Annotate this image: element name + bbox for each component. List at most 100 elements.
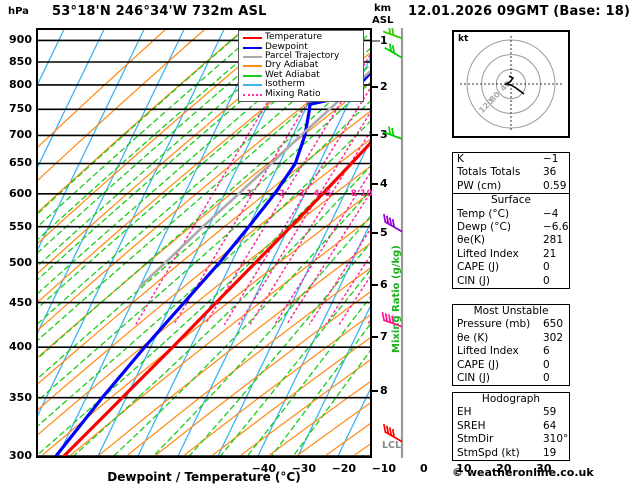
index-row: CIN (J) 0 [453, 275, 569, 288]
index-row: EH 59 [453, 406, 569, 419]
temperature-tick-label: 10 [456, 462, 472, 475]
mixing-ratio-line [238, 111, 370, 325]
index-key: Dewp (°C) [457, 220, 511, 233]
isotherm-line [297, 305, 370, 456]
height-tick-mark [372, 232, 378, 235]
dry-adiabat-line [127, 267, 370, 456]
dry-adiabat-line [99, 243, 370, 456]
height-tick-mark [372, 133, 378, 136]
height-tick-label: 4 [380, 176, 388, 190]
legend-item-label: Temperature [265, 32, 323, 43]
wet-adiabat-line [38, 30, 245, 215]
stability-indices-table: K −1 Totals Totals 36 PW (cm) 0.59 Surface Temp… [452, 152, 570, 289]
index-row: θe (K) 302 [453, 332, 569, 345]
height-tick-label: 8 [380, 384, 388, 398]
profile-parcel-trajectory-line [138, 69, 370, 288]
pressure-tick-label: 400 [9, 340, 32, 354]
temperature-tick-label: 20 [496, 462, 512, 475]
forecast-datetime: 12.01.2026 09GMT (Base: 18) [408, 4, 629, 19]
profile-dewpoint-line [54, 70, 370, 456]
legend-swatch-temperature-icon [242, 33, 263, 42]
legend-swatch-parcel-trajectory-icon [242, 52, 263, 61]
legend-swatch-isotherm-icon [242, 80, 263, 89]
mixing-ratio-value-label: 3 [298, 188, 305, 199]
index-value: 0 [543, 371, 550, 384]
legend-swatch-mixing-ratio-icon [242, 90, 263, 99]
index-row: Pressure (mb) 650 [453, 318, 569, 331]
station-title: 53°18'N 246°34'W 732m ASL [52, 4, 267, 19]
lcl-tick-mark [372, 39, 380, 42]
index-key: CAPE (J) [457, 261, 500, 274]
legend-item: Wet Adiabat [242, 70, 360, 80]
wind-barb [382, 28, 403, 40]
index-row: Temp (°C) −4 [453, 208, 569, 221]
index-row: CAPE (J) 0 [453, 261, 569, 274]
height-tick-mark [372, 390, 378, 393]
index-value: 302 [543, 331, 564, 344]
index-key: Totals Totals [457, 166, 521, 179]
legend-item-label: Mixing Ratio [265, 88, 321, 99]
index-row: CIN (J) 0 [453, 372, 569, 385]
temperature-tick-label: 30 [536, 462, 552, 475]
index-value: 0 [543, 261, 550, 274]
dry-adiabat-line [212, 337, 370, 456]
dry-adiabat-line [38, 82, 370, 359]
height-tick-label: 2 [380, 80, 388, 94]
index-key: θe (K) [457, 331, 489, 344]
index-value: 650 [543, 318, 564, 331]
index-key: StmDir [457, 433, 494, 446]
index-key: Pressure (mb) [457, 318, 531, 331]
hodograph-stats-table: Hodograph EH 59 SREH 64 StmDir 310° StmSpd (kt)… [452, 392, 570, 461]
wind-barb [383, 213, 403, 233]
legend-item-label: Dry Adiabat [265, 60, 319, 71]
legend-item: Dewpoint [242, 42, 360, 51]
index-key: CIN (J) [457, 274, 490, 287]
mixing-ratio-value-label: 5 [325, 188, 332, 199]
temperature-tick-label: −20 [331, 462, 357, 475]
index-value: 36 [543, 166, 557, 179]
copyright-notice: © weatheronline.co.uk [452, 466, 594, 479]
index-value: −1 [543, 153, 559, 165]
legend-item-label: Parcel Trajectory [265, 50, 340, 61]
pressure-tick-label: 750 [9, 102, 32, 116]
wet-adiabat-line [270, 323, 370, 456]
hodograph-panel[interactable]: 40 80 120 kt [452, 30, 570, 138]
dry-adiabat-line [155, 291, 370, 456]
lcl-marker-label: LCL [382, 440, 402, 451]
index-row: SREH 64 [453, 420, 569, 433]
height-tick-label: 3 [380, 127, 388, 141]
pressure-tick-label: 450 [9, 295, 32, 309]
index-row: θe(K) 281 [453, 234, 569, 247]
wind-barb [382, 126, 403, 140]
height-tick-mark [372, 86, 378, 89]
dry-adiabat-line [38, 30, 244, 213]
wet-adiabat-line [38, 30, 261, 228]
temperature-tick-label: −30 [291, 462, 317, 475]
height-tick-mark [372, 336, 378, 339]
mixing-ratio-value-label: 8 [350, 188, 357, 199]
dry-adiabat-line [38, 110, 370, 385]
isotherm-line [38, 30, 65, 85]
index-row: Dewp (°C) −6.6 [453, 221, 569, 234]
legend-swatch-dewpoint-icon [242, 43, 263, 52]
wind-barb [381, 311, 403, 328]
index-row: StmDir 310° [453, 433, 569, 446]
hodograph-trace [503, 75, 525, 95]
temperature-tick-label: −40 [251, 462, 277, 475]
index-value: 59 [543, 406, 557, 419]
index-row: Lifted Index 6 [453, 345, 569, 358]
legend-item-label: Dewpoint [265, 41, 308, 52]
pressure-tick-label: 650 [9, 156, 32, 170]
legend: Temperature Dewpoint Parcel Trajectory Dry … [238, 30, 364, 102]
wet-adiabat-line [38, 100, 370, 402]
dry-adiabat-line [38, 30, 284, 244]
pressure-tick-label: 600 [9, 186, 32, 200]
index-value: 0 [543, 358, 550, 371]
height-tick-label: 7 [380, 330, 388, 344]
index-key: StmSpd (kt) [457, 446, 520, 459]
legend-item: Mixing Ratio [242, 89, 360, 98]
legend-item: Isotherm [242, 80, 360, 89]
index-row: K −1 [453, 153, 569, 166]
index-key: PW (cm) [457, 179, 502, 192]
legend-item: Dry Adiabat [242, 61, 360, 70]
